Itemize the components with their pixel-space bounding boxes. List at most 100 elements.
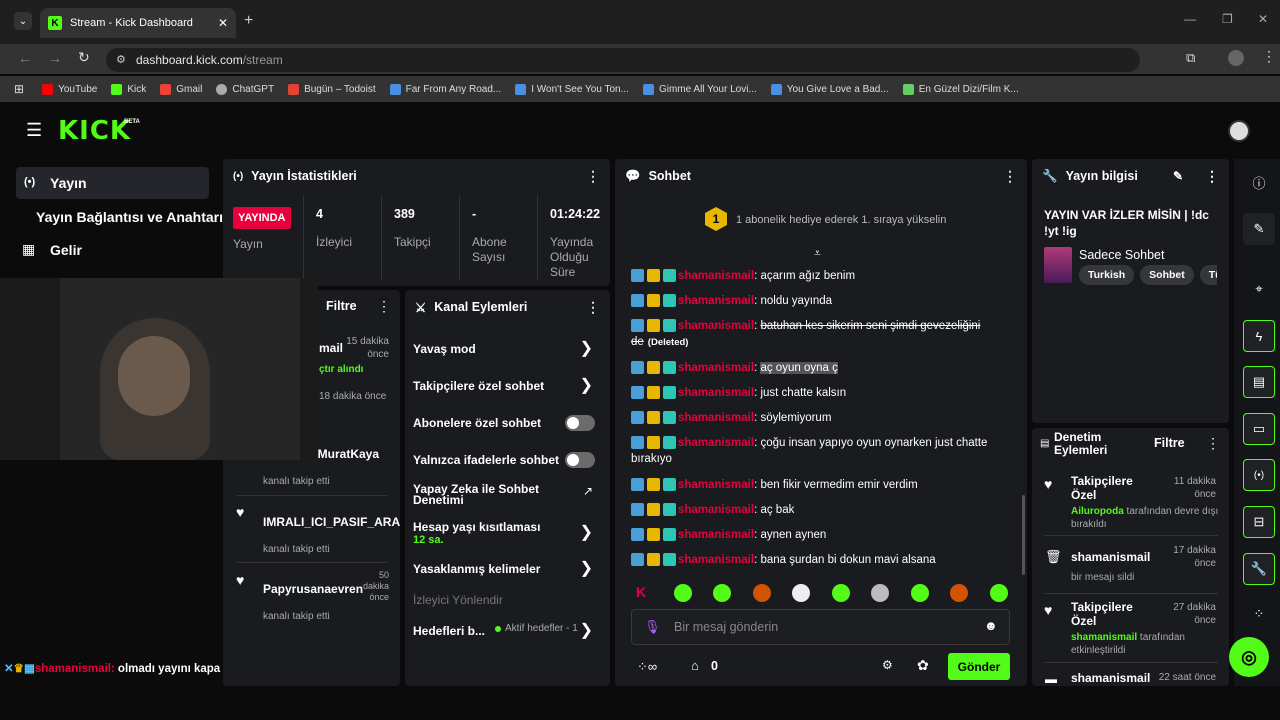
- bookmark-item[interactable]: Bugün – Todoist: [288, 83, 376, 95]
- emote-icon[interactable]: [990, 584, 1008, 602]
- emotes-only-toggle[interactable]: [565, 452, 595, 468]
- chat-username[interactable]: shamanismail: [678, 504, 755, 516]
- bookmark-item[interactable]: You Give Love a Bad...: [770, 83, 889, 95]
- chat-message[interactable]: shamanismail: aç oyun oyna ç: [631, 360, 1001, 376]
- ai-moderation-row[interactable]: Yapay Zeka ile Sohbet Denetimi ↗: [413, 482, 603, 512]
- followers-only-row[interactable]: Takipçilere özel sohbet ❯: [413, 375, 603, 399]
- account-age-row[interactable]: Hesap yaşı kısıtlaması 12 sa. ❯: [413, 518, 603, 548]
- goals-row[interactable]: Hedefleri b... Aktif hedefler - 1 ❯: [413, 620, 603, 644]
- bookmark-item[interactable]: I Won't See You Ton...: [515, 83, 629, 95]
- more-icon[interactable]: ⋮: [586, 167, 600, 184]
- emote-icon[interactable]: [832, 584, 850, 602]
- forward-icon[interactable]: →: [48, 50, 62, 66]
- emote-icon[interactable]: [950, 584, 968, 602]
- emote-icon[interactable]: [713, 584, 731, 602]
- edit-pencil-icon[interactable]: ✎: [1172, 169, 1183, 183]
- apps-grid-icon[interactable]: ⊞: [14, 82, 25, 96]
- kick-logo[interactable]: KICK: [58, 116, 132, 146]
- chat-message[interactable]: shamanismail: noldu yayında: [631, 293, 1001, 309]
- community-points-icon[interactable]: ⁘∞: [637, 659, 658, 674]
- bookmark-item[interactable]: En Güzel Dizi/Film K...: [902, 83, 1019, 95]
- reload-icon[interactable]: ↻: [78, 49, 90, 65]
- mod-tools-icon[interactable]: ⊟: [1243, 506, 1275, 538]
- chat-message[interactable]: shamanismail: ben fikir vermedim emir ve…: [631, 477, 1001, 493]
- minimize-icon[interactable]: —: [1184, 12, 1196, 26]
- chat-message[interactable]: shamanismail: açarım ağız benim: [631, 268, 1001, 284]
- emoji-icon[interactable]: ☻: [984, 618, 998, 633]
- chat-username[interactable]: shamanismail: [678, 362, 755, 374]
- sidebar-item-revenue[interactable]: ▦ Gelir: [20, 240, 200, 260]
- category-name[interactable]: Sadece Sohbet: [1079, 248, 1165, 262]
- more-icon[interactable]: ⋮: [1003, 167, 1017, 184]
- activity-filter-button[interactable]: Filtre: [326, 299, 357, 313]
- more-icon[interactable]: ⋮: [586, 298, 600, 315]
- slow-mode-row[interactable]: Yavaş mod ❯: [413, 338, 603, 362]
- emotes-only-row[interactable]: Yalnızca ifadelerle sohbet: [413, 449, 603, 473]
- chat-icon[interactable]: ▭: [1243, 413, 1275, 445]
- emote-icon[interactable]: [674, 584, 692, 602]
- chat-input[interactable]: 🎙 Bir mesaj gönderin ☻: [631, 609, 1010, 645]
- subs-only-toggle[interactable]: [565, 415, 595, 431]
- bookmark-item[interactable]: Far From Any Road...: [389, 83, 501, 95]
- extensions-icon[interactable]: ⧉: [1186, 50, 1196, 65]
- help-chat-button[interactable]: ◎: [1229, 637, 1269, 677]
- hamburger-menu-icon[interactable]: ☰: [26, 120, 43, 140]
- chat-username[interactable]: shamanismail: [678, 270, 755, 282]
- banned-words-row[interactable]: Yasaklanmış kelimeler ❯: [413, 558, 603, 582]
- maximize-icon[interactable]: ❐: [1222, 12, 1233, 26]
- emote-icon[interactable]: [792, 584, 810, 602]
- store-icon[interactable]: ⌂: [691, 658, 699, 673]
- chat-scrollbar[interactable]: [1022, 495, 1025, 575]
- wrench-icon[interactable]: 🔧: [1243, 553, 1275, 585]
- user-avatar[interactable]: [1228, 120, 1250, 142]
- info-icon[interactable]: ⓘ: [1252, 175, 1266, 191]
- bookmark-item[interactable]: YouTube: [42, 83, 97, 95]
- sidebar-item-stream-key[interactable]: Yayın Bağlantısı ve Anahtarı: [36, 209, 223, 225]
- quick-emote-icon[interactable]: ✿: [917, 657, 929, 673]
- sidebar-item-stream[interactable]: (•) Yayın: [16, 167, 209, 199]
- chat-username[interactable]: shamanismail: [678, 320, 755, 332]
- more-icon[interactable]: ⋮: [1205, 167, 1219, 184]
- chat-message[interactable]: shamanismail: çoğu insan yapıyo oyun oyn…: [631, 435, 1001, 467]
- chat-message[interactable]: shamanismail: aynen aynen: [631, 527, 1001, 543]
- tag-pill[interactable]: Turkish: [1079, 265, 1135, 285]
- back-icon[interactable]: ←: [18, 50, 32, 66]
- browser-menu-icon[interactable]: ⋮: [1262, 48, 1276, 64]
- bookmark-item[interactable]: Kick: [111, 83, 146, 95]
- emote-icon[interactable]: [911, 584, 929, 602]
- mod-filter-button[interactable]: Filtre: [1154, 436, 1185, 450]
- scan-icon[interactable]: ⌖: [1255, 281, 1263, 296]
- chat-username[interactable]: shamanismail: [678, 479, 755, 491]
- new-tab-icon[interactable]: +: [244, 12, 254, 29]
- chat-message[interactable]: shamanismail: aç bak: [631, 502, 1001, 518]
- chat-username[interactable]: shamanismail: [678, 437, 755, 449]
- chat-username[interactable]: shamanismail: [678, 554, 755, 566]
- bookmark-item[interactable]: Gimme All Your Lovi...: [642, 83, 757, 95]
- edit-icon[interactable]: ✎: [1243, 213, 1275, 245]
- emote-icon[interactable]: [871, 584, 889, 602]
- tab-close-icon[interactable]: ✕: [217, 16, 228, 30]
- window-close-icon[interactable]: ✕: [1258, 12, 1269, 26]
- chat-username[interactable]: shamanismail: [678, 529, 755, 541]
- more-icon[interactable]: ⋮: [1206, 435, 1220, 451]
- community-icon[interactable]: ⁘: [1253, 606, 1265, 621]
- browser-tab[interactable]: K Stream - Kick Dashboard ✕: [40, 8, 236, 38]
- emote-icon[interactable]: [753, 584, 771, 602]
- chat-username[interactable]: shamanismail: [678, 387, 755, 399]
- bookmark-item[interactable]: Gmail: [160, 83, 202, 95]
- chat-message[interactable]: shamanismail: just chatte kalsın: [631, 385, 1001, 401]
- broadcast-icon[interactable]: (•): [1243, 459, 1275, 491]
- settings-gear-icon[interactable]: ⚙: [882, 658, 893, 672]
- profile-avatar[interactable]: [1228, 50, 1244, 66]
- tab-search-icon[interactable]: ⌄: [14, 12, 32, 30]
- subs-only-row[interactable]: Abonelere özel sohbet: [413, 412, 603, 436]
- chat-username[interactable]: shamanismail: [678, 412, 755, 424]
- send-button[interactable]: Gönder: [948, 653, 1010, 680]
- collapse-icon[interactable]: ⩡: [814, 246, 821, 260]
- tag-pill[interactable]: Sohbet: [1140, 265, 1194, 285]
- url-field[interactable]: ⚙ dashboard.kick.com/stream: [106, 48, 1140, 72]
- document-icon[interactable]: ▤: [1243, 366, 1275, 398]
- site-info-icon[interactable]: ⚙: [116, 54, 126, 66]
- chat-username[interactable]: shamanismail: [678, 295, 755, 307]
- bookmark-item[interactable]: ChatGPT: [216, 83, 274, 95]
